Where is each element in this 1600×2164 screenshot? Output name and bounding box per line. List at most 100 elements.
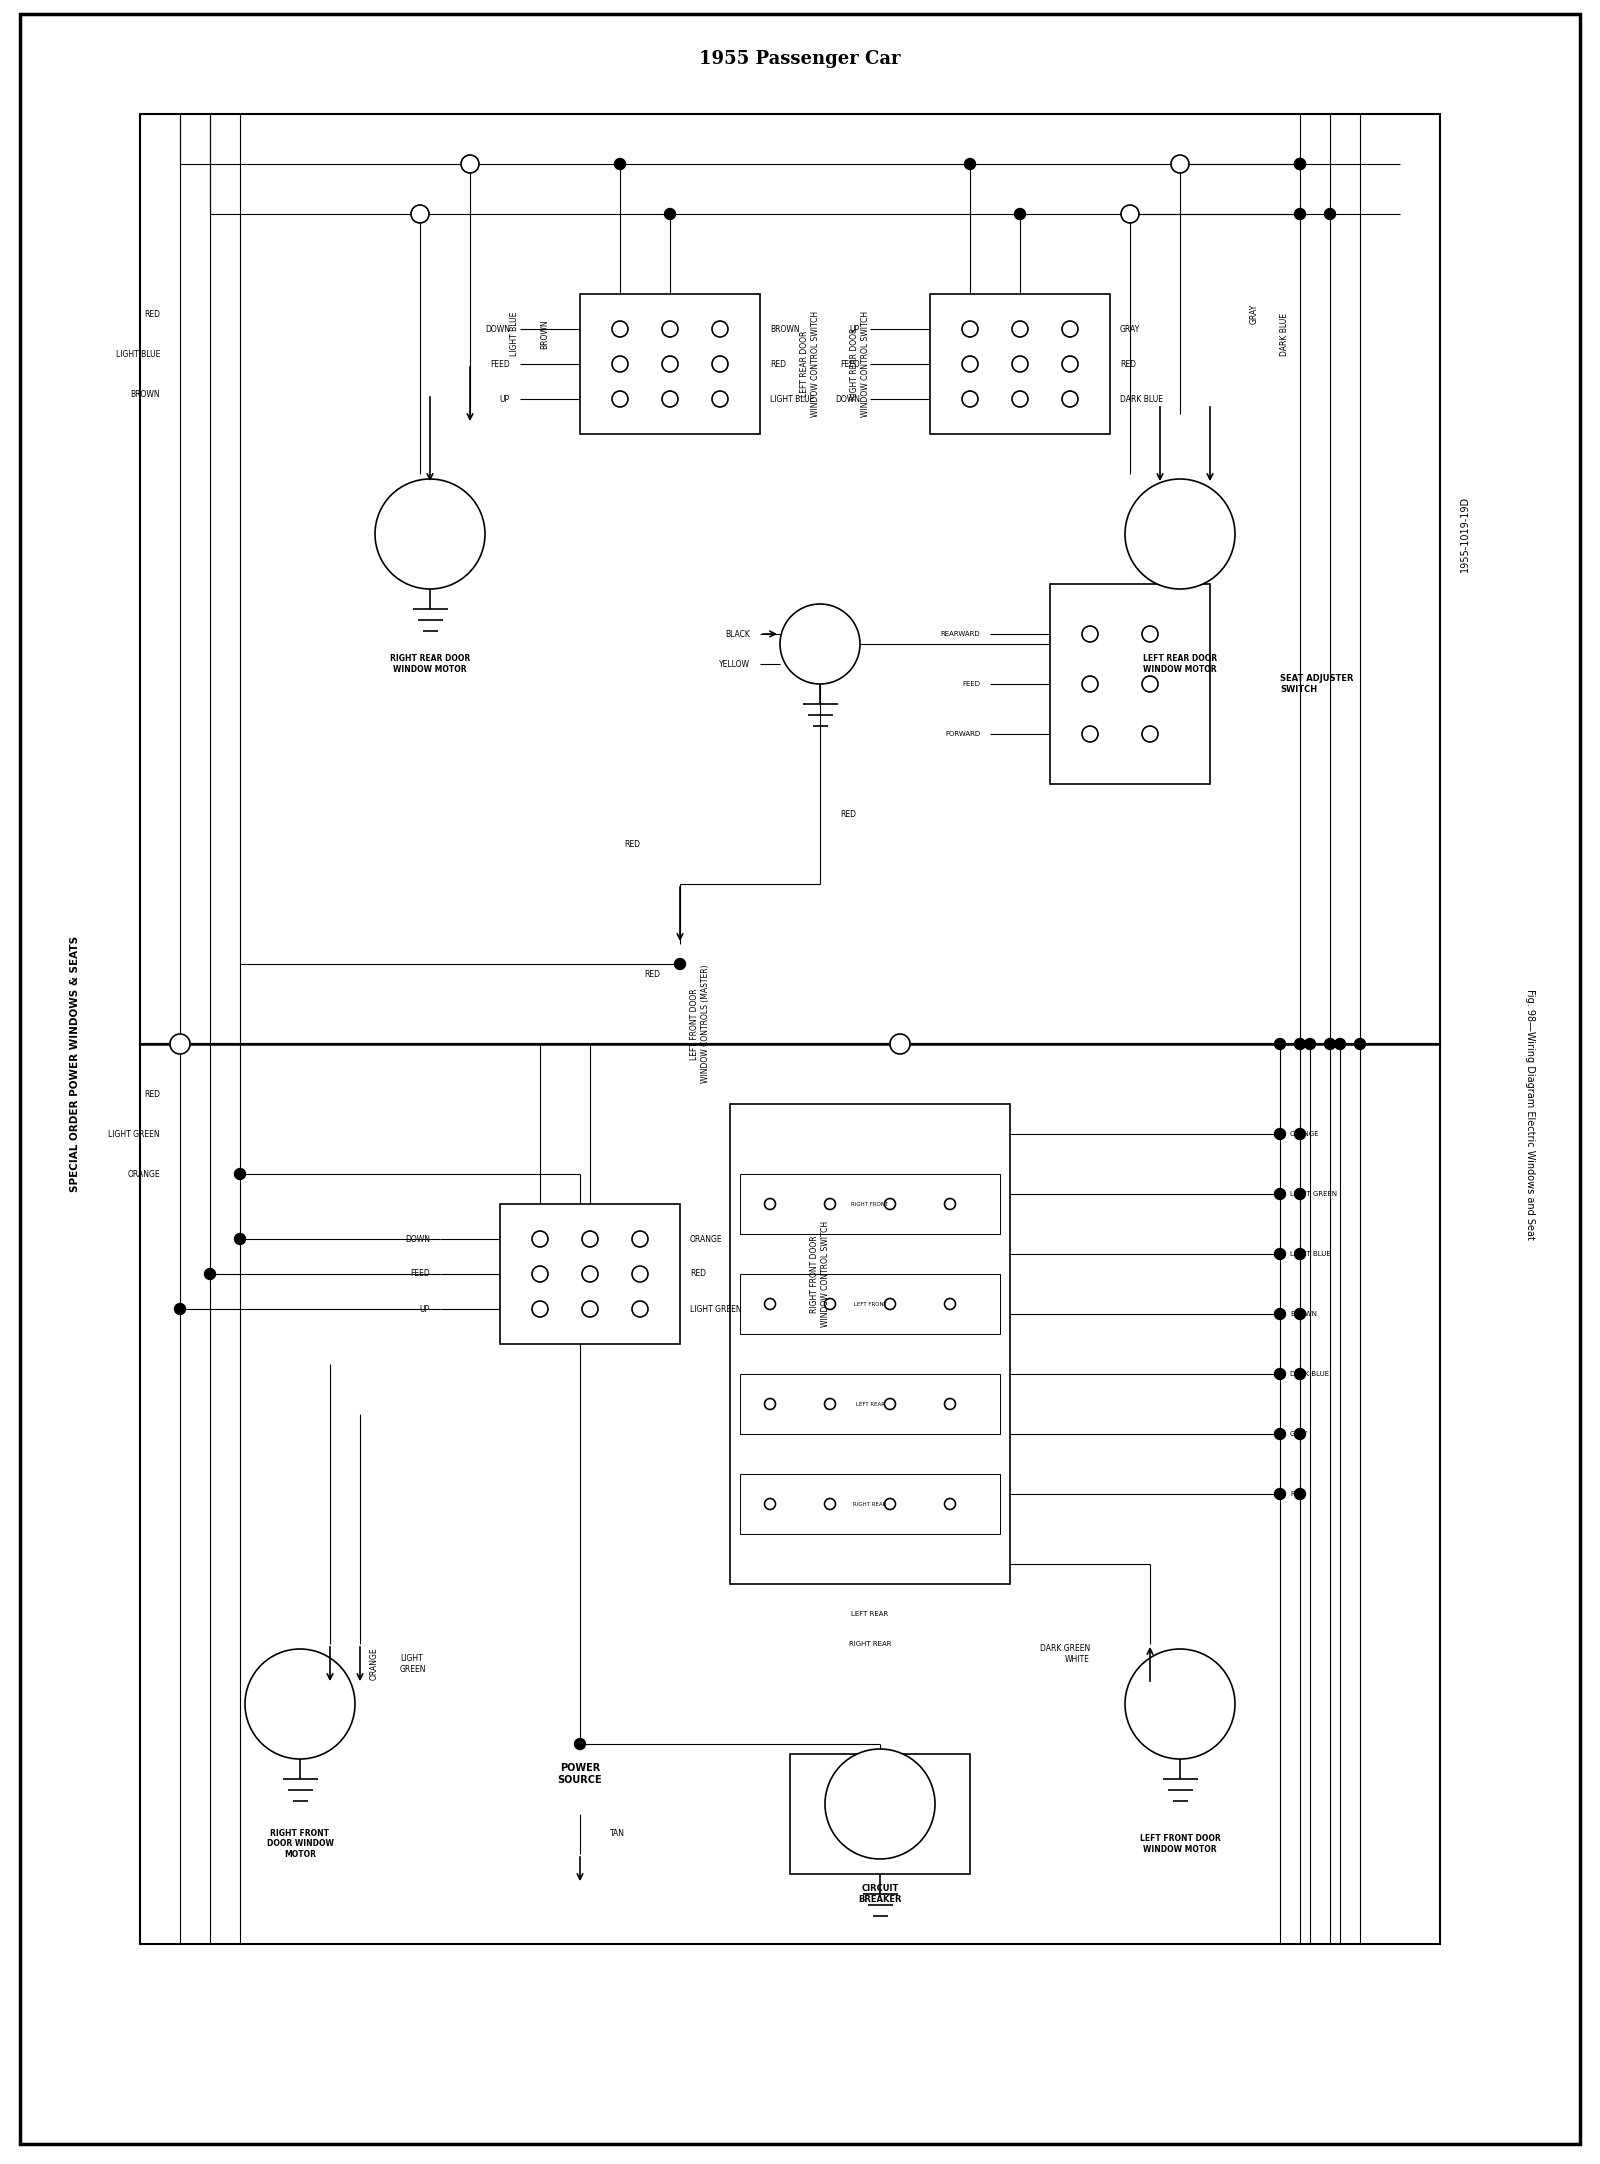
Circle shape (611, 357, 627, 372)
Circle shape (965, 158, 976, 169)
Circle shape (245, 1649, 355, 1759)
Bar (141, 1043, 1440, 1943)
Text: SPECIAL ORDER POWER WINDOWS & SEATS: SPECIAL ORDER POWER WINDOWS & SEATS (70, 937, 80, 1192)
Circle shape (885, 1398, 896, 1409)
Circle shape (1142, 625, 1158, 643)
Text: RIGHT REAR: RIGHT REAR (848, 1640, 891, 1647)
Circle shape (1275, 1188, 1285, 1199)
Circle shape (662, 357, 678, 372)
Circle shape (962, 392, 978, 407)
Circle shape (765, 1298, 776, 1309)
Circle shape (1294, 1489, 1306, 1500)
Text: FEED: FEED (410, 1270, 430, 1279)
Circle shape (712, 392, 728, 407)
Text: LIGHT GREEN: LIGHT GREEN (1290, 1190, 1338, 1197)
Circle shape (1304, 1039, 1315, 1050)
Circle shape (824, 1398, 835, 1409)
Text: ORANGE: ORANGE (370, 1647, 379, 1679)
Text: RIGHT FRONT
DOOR WINDOW
MOTOR: RIGHT FRONT DOOR WINDOW MOTOR (267, 1829, 333, 1859)
Text: DOWN: DOWN (485, 325, 510, 333)
Circle shape (1275, 1127, 1285, 1140)
Text: RED: RED (770, 359, 786, 368)
Circle shape (1062, 392, 1078, 407)
Circle shape (781, 604, 861, 684)
Text: LIGHT BLUE: LIGHT BLUE (1290, 1251, 1331, 1257)
Text: UP: UP (850, 325, 861, 333)
Circle shape (765, 1398, 776, 1409)
Text: RED: RED (1120, 359, 1136, 368)
Circle shape (1294, 1249, 1306, 1259)
Circle shape (1294, 158, 1306, 169)
Circle shape (1013, 320, 1027, 338)
Circle shape (944, 1398, 955, 1409)
Circle shape (675, 959, 685, 969)
Text: RED: RED (624, 840, 640, 848)
Circle shape (632, 1301, 648, 1318)
Circle shape (944, 1199, 955, 1210)
Circle shape (531, 1266, 547, 1281)
Text: CIRCUIT
BREAKER: CIRCUIT BREAKER (858, 1885, 902, 1904)
Circle shape (712, 357, 728, 372)
Circle shape (962, 320, 978, 338)
Bar (930, 294, 1110, 435)
Text: SEAT ADJUSTER
SWITCH: SEAT ADJUSTER SWITCH (1280, 675, 1354, 695)
Text: ORANGE: ORANGE (128, 1169, 160, 1179)
Text: BROWN: BROWN (1290, 1311, 1317, 1318)
Circle shape (1275, 1368, 1285, 1378)
Text: DARK BLUE: DARK BLUE (1290, 1372, 1330, 1376)
Circle shape (574, 1738, 586, 1749)
Circle shape (531, 1301, 547, 1318)
Circle shape (1275, 1309, 1285, 1320)
Circle shape (1275, 1428, 1285, 1439)
Text: DARK GREEN
WHITE: DARK GREEN WHITE (1040, 1645, 1090, 1664)
Circle shape (1294, 1188, 1306, 1199)
Text: RIGHT FRONT DOOR
WINDOW CONTROL SWITCH: RIGHT FRONT DOOR WINDOW CONTROL SWITCH (810, 1220, 830, 1327)
Text: FORWARD: FORWARD (946, 731, 979, 738)
Circle shape (614, 158, 626, 169)
Text: RIGHT REAR DOOR
WINDOW MOTOR: RIGHT REAR DOOR WINDOW MOTOR (390, 654, 470, 673)
Circle shape (374, 478, 485, 589)
Circle shape (582, 1301, 598, 1318)
Circle shape (531, 1231, 547, 1246)
Circle shape (1125, 1649, 1235, 1759)
Circle shape (1082, 725, 1098, 742)
Text: 1955-1019-19D: 1955-1019-19D (1459, 496, 1470, 571)
Bar (739, 1374, 1000, 1435)
Text: FEED: FEED (962, 682, 979, 686)
Circle shape (1013, 392, 1027, 407)
Text: UP: UP (499, 394, 510, 403)
Circle shape (824, 1199, 835, 1210)
Text: YELLOW: YELLOW (718, 660, 750, 669)
Circle shape (765, 1497, 776, 1510)
Text: Fig. 98—Wiring Diagram Electric Windows and Seat: Fig. 98—Wiring Diagram Electric Windows … (1525, 989, 1534, 1240)
Circle shape (1014, 208, 1026, 219)
Circle shape (1355, 1039, 1365, 1050)
Circle shape (1082, 625, 1098, 643)
Circle shape (962, 357, 978, 372)
Circle shape (170, 1034, 190, 1054)
Text: BROWN: BROWN (541, 318, 549, 348)
Text: LIGHT GREEN: LIGHT GREEN (690, 1305, 742, 1314)
Circle shape (205, 1268, 216, 1279)
Text: DOWN: DOWN (405, 1233, 430, 1244)
Text: 1955 Passenger Car: 1955 Passenger Car (699, 50, 901, 67)
Circle shape (411, 206, 429, 223)
Text: BROWN: BROWN (770, 325, 800, 333)
Circle shape (1125, 478, 1235, 589)
Circle shape (1171, 156, 1189, 173)
Circle shape (1294, 1039, 1306, 1050)
Circle shape (582, 1231, 598, 1246)
Text: GRAY: GRAY (1120, 325, 1141, 333)
Text: LEFT FRONT DOOR
WINDOW CONTROLS (MASTER): LEFT FRONT DOOR WINDOW CONTROLS (MASTER) (690, 965, 710, 1084)
Text: ORANGE: ORANGE (690, 1233, 723, 1244)
Circle shape (890, 1034, 910, 1054)
Text: DARK BLUE: DARK BLUE (1120, 394, 1163, 403)
Text: RED: RED (690, 1270, 706, 1279)
Text: GRAY: GRAY (1250, 303, 1259, 325)
Text: LIGHT BLUE: LIGHT BLUE (510, 312, 518, 357)
Circle shape (1275, 1039, 1285, 1050)
Circle shape (1294, 208, 1306, 219)
Circle shape (712, 320, 728, 338)
Text: RIGHT FRONT: RIGHT FRONT (851, 1201, 888, 1208)
Text: DOWN: DOWN (835, 394, 861, 403)
